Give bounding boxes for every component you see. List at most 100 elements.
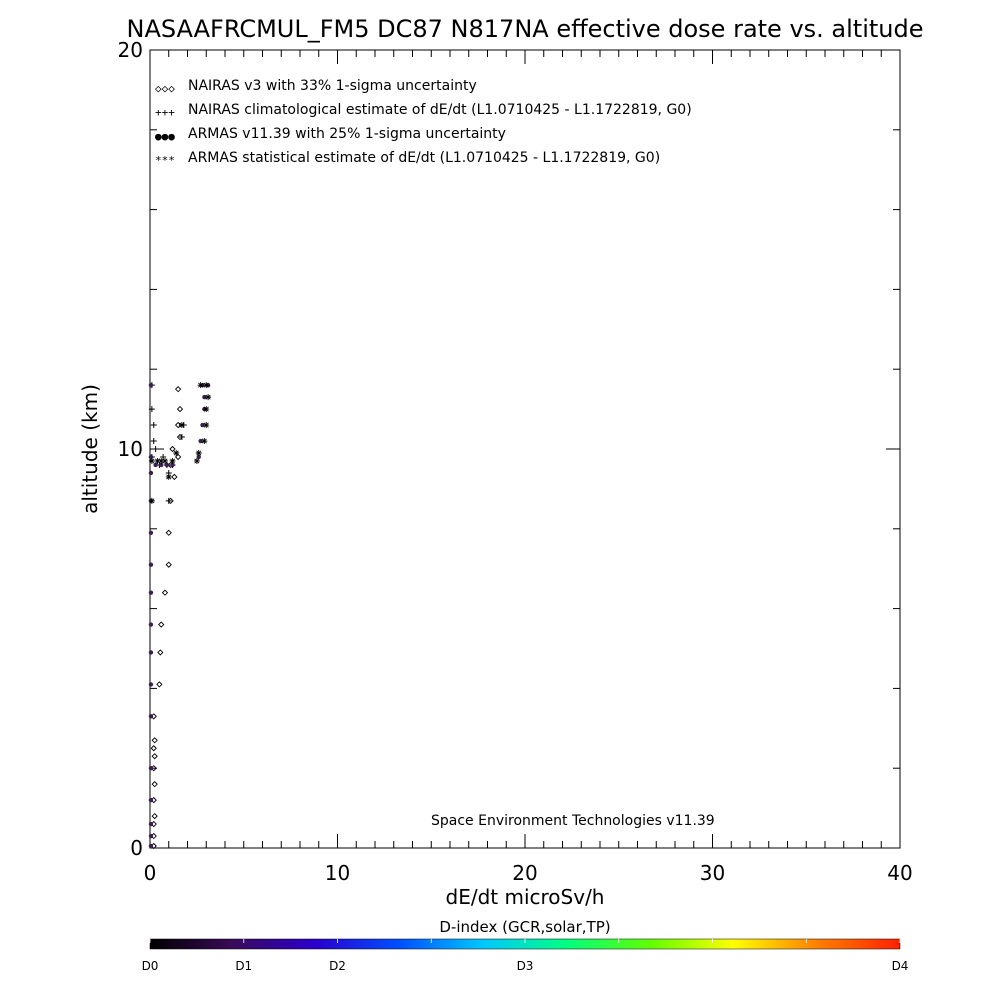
series-asterisk <box>148 382 212 504</box>
legend-label: NAIRAS climatological estimate of dE/dt … <box>188 102 692 118</box>
data-point <box>148 843 154 849</box>
data-point <box>174 453 182 461</box>
series-plus <box>148 382 187 504</box>
data-point <box>165 473 172 480</box>
series-circle <box>148 382 211 849</box>
data-point <box>158 621 165 628</box>
x-tick-label: 0 <box>144 861 157 885</box>
data-point <box>200 422 205 428</box>
data-point <box>176 405 184 413</box>
data-point <box>195 449 202 456</box>
legend-label: ARMAS v11.39 with 25% 1-sigma uncertaint… <box>188 126 506 142</box>
data-point <box>173 449 180 456</box>
data-point <box>151 737 158 744</box>
data-point <box>148 470 154 476</box>
x-tick-label: 30 <box>700 861 725 885</box>
data-point <box>198 438 203 444</box>
data-point <box>165 497 172 504</box>
data-point <box>170 462 175 468</box>
data-point <box>148 797 154 803</box>
axis-tick-labels: 0 10 20 30 40 0 10 20 <box>118 38 913 885</box>
data-point <box>153 462 158 468</box>
data-point <box>148 590 154 595</box>
data-point <box>148 457 155 464</box>
colorbar-ticks <box>149 939 901 943</box>
series-diamond <box>150 386 184 850</box>
data-point <box>205 394 212 401</box>
chart-title: NASAAFRCMUL_FM5 DC87 N817NA effective do… <box>127 15 924 43</box>
colorbar-label: D4 <box>892 959 909 973</box>
colorbar-labels: D0 D1 D2 D3 D4 <box>142 959 909 973</box>
data-point <box>156 681 163 688</box>
data-point <box>202 394 207 400</box>
data-point <box>148 454 154 460</box>
y-axis-label: altitude (km) <box>78 384 102 514</box>
data-point <box>164 462 170 468</box>
credit-text: Space Environment Technologies v11.39 <box>431 813 715 829</box>
data-point <box>148 682 154 687</box>
data-point <box>148 766 154 771</box>
data-point <box>157 649 164 656</box>
legend-label: NAIRAS v3 with 33% 1-sigma uncertainty <box>188 78 477 94</box>
legend-symbol: ◇◇◇ <box>155 82 175 95</box>
colorbar-label: D3 <box>517 959 534 973</box>
data-point <box>150 422 157 429</box>
data-point <box>148 714 154 719</box>
data-point <box>151 812 158 820</box>
data-point <box>203 406 210 413</box>
colorbar-label: D1 <box>235 959 252 973</box>
y-tick-label: 20 <box>118 38 143 62</box>
data-point <box>174 421 182 429</box>
data-point <box>148 833 154 839</box>
data-point <box>178 422 185 429</box>
data-point <box>201 438 208 445</box>
data-point <box>148 650 154 655</box>
y-tick-label: 10 <box>118 437 143 461</box>
legend: ◇◇◇ NAIRAS v3 with 33% 1-sigma uncertaint… <box>155 78 692 167</box>
plot-frame <box>149 49 901 849</box>
data-point <box>150 745 157 752</box>
data-point <box>159 462 164 468</box>
data-point <box>169 457 176 464</box>
x-tick-label: 20 <box>512 861 537 885</box>
data-point <box>152 446 159 452</box>
data-point <box>178 434 185 441</box>
x-axis-label: dE/dt microSv/h <box>446 885 605 909</box>
colorbar-title: D-index (GCR,solar,TP) <box>439 918 610 936</box>
data-point <box>148 406 155 413</box>
axis-ticks <box>149 49 901 849</box>
colorbar-label: D0 <box>142 959 159 973</box>
data-point <box>151 781 158 788</box>
x-tick-label: 10 <box>325 861 350 885</box>
data-point <box>203 382 210 389</box>
data-point <box>148 497 155 504</box>
y-tick-label: 0 <box>130 836 143 860</box>
legend-label: ARMAS statistical estimate of dE/dt (L1.… <box>188 150 660 166</box>
data-point <box>161 589 169 596</box>
x-tick-label: 40 <box>887 861 912 885</box>
data-point <box>148 821 154 827</box>
legend-symbol: +++ <box>155 106 175 119</box>
data-point <box>171 473 178 481</box>
colorbar-label: D2 <box>329 959 346 973</box>
legend-symbol: ●●● <box>155 130 175 143</box>
data-point <box>148 530 154 535</box>
data-point <box>193 457 200 464</box>
data-point <box>148 382 154 388</box>
data-point <box>151 753 158 760</box>
data-point <box>154 457 161 464</box>
data-point <box>165 561 172 568</box>
data-point <box>203 422 210 429</box>
data-point <box>174 386 182 393</box>
data-point <box>165 529 172 536</box>
data-point <box>148 622 154 627</box>
data-point <box>158 457 165 464</box>
data-point <box>196 454 201 460</box>
legend-symbol: *** <box>155 154 175 167</box>
data-point <box>169 445 176 453</box>
data-point <box>197 382 204 389</box>
data-points <box>148 382 212 850</box>
data-point <box>150 438 157 445</box>
data-point <box>162 457 168 464</box>
